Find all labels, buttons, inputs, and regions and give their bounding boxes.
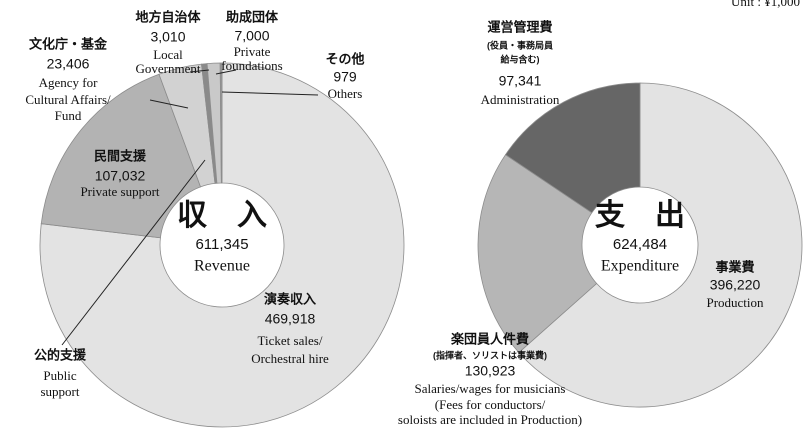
slice-value: 97,341 [499, 73, 542, 89]
slice-value: 7,000 [234, 28, 269, 44]
slice-description: Fund [55, 108, 82, 123]
annotation: 公的支援 [34, 347, 87, 362]
slice-name: その他 [325, 51, 364, 66]
slice [477, 154, 598, 354]
slice-name: 地方自治体 [135, 9, 201, 24]
slice-description: Production [706, 295, 764, 310]
annotation-sub: Public [43, 368, 76, 383]
slice-description: Ticket sales/ [258, 333, 323, 348]
slice-description: Others [328, 86, 363, 101]
unit-label: Unit : ¥1,000 [731, 0, 800, 9]
slice-description: Cultural Affairs/ [25, 92, 111, 107]
slice-description: Private [234, 44, 271, 59]
slice-note: 給与含む) [501, 53, 540, 64]
slice-name: 楽団員人件費 [450, 331, 529, 346]
leader-line [189, 69, 210, 73]
slice-name: 文化庁・基金 [29, 36, 108, 51]
slice-description: Local [153, 47, 183, 62]
slice-description: Private support [80, 184, 159, 199]
slice [504, 82, 641, 214]
annotation-sub: support [41, 384, 80, 399]
center-value: 611,345 [195, 236, 248, 253]
slice-value: 130,923 [465, 363, 516, 379]
slice-name: 運営管理費 [487, 19, 552, 34]
leader-line [149, 99, 189, 109]
slice [39, 62, 405, 428]
leader-line [221, 91, 319, 96]
slice-value: 3,010 [150, 29, 185, 45]
slice [219, 62, 223, 184]
slice-value: 979 [333, 69, 357, 85]
slice-note: (指揮者、ソリストは事業費) [433, 349, 547, 360]
center-title: 支 出 [595, 199, 685, 232]
slice-name: 助成団体 [226, 9, 279, 24]
slice-description: Administration [481, 92, 560, 107]
leader-line [61, 159, 206, 346]
center-subtitle: Revenue [194, 258, 250, 275]
center-subtitle: Expenditure [601, 258, 679, 275]
slice-name: 民間支援 [94, 148, 147, 163]
slice [40, 73, 202, 239]
slice-description: soloists are included in Production) [398, 412, 582, 427]
slice-description: Salaries/wages for musicians [415, 381, 566, 396]
center-title: 収 入 [177, 199, 267, 232]
slice-value: 23,406 [47, 56, 90, 72]
slice-value: 469,918 [265, 311, 316, 327]
center-value: 624,484 [613, 236, 667, 253]
slice-value: 396,220 [710, 277, 761, 293]
slice-note: (役員・事務局員 [487, 39, 553, 50]
leader-line [215, 69, 237, 75]
slice-description: foundations [221, 58, 282, 73]
slice-name: 演奏収入 [264, 291, 316, 306]
slice-description: Government [136, 61, 201, 76]
slice-description: (Fees for conductors/ [435, 397, 546, 412]
slice-name: 事業費 [715, 259, 754, 274]
slice-description: Agency for [39, 75, 99, 90]
slice [518, 82, 803, 408]
slice-description: Orchestral hire [251, 351, 329, 366]
slice-value: 107,032 [95, 168, 146, 184]
